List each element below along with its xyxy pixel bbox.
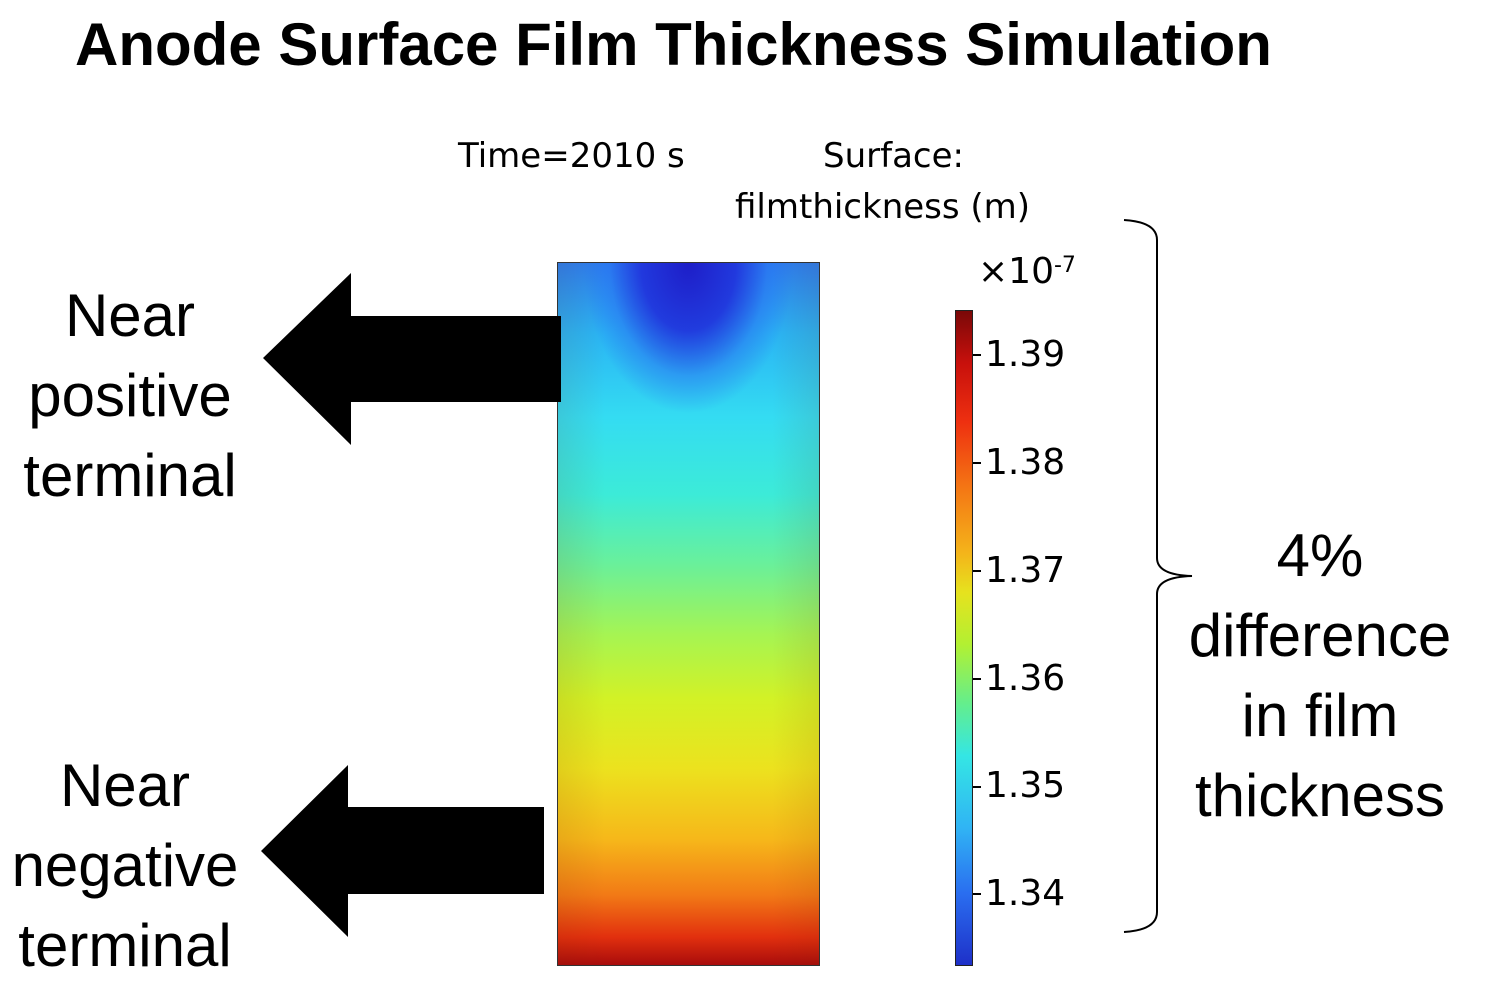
colorbar [955,310,973,966]
quantity-label: filmthickness (m) [735,187,1031,227]
colorbar-tick [973,786,981,788]
label-line: in film [1241,682,1399,749]
colorbar-tick [973,570,981,572]
label-line: terminal [18,912,232,979]
label-line: Near [64,282,196,349]
colorbar-scale-factor: ×10-7 [978,252,1076,292]
scale-base: ×10 [978,251,1054,292]
colorbar-tick-label: 1.39 [985,334,1066,375]
colorbar-tick-label: 1.34 [985,873,1066,914]
right-curly-brace [1123,219,1193,933]
colorbar-tick [973,678,981,680]
negative-terminal-label: Near negative terminal [0,746,250,986]
page-title: Anode Surface Film Thickness Simulation [75,11,1272,78]
label-line: difference [1188,602,1452,669]
label-line: positive [28,362,232,429]
surface-label: Surface: [823,136,964,176]
positive-terminal-arrow [263,273,561,445]
scale-exponent: -7 [1053,253,1076,278]
colorbar-tick [973,893,981,895]
label-line: thickness [1194,762,1446,829]
thickness-difference-note: 4% difference in film thickness [1170,516,1470,836]
colorbar-tick-label: 1.38 [985,442,1066,483]
colorbar-tick [973,462,981,464]
negative-terminal-arrow [261,765,544,937]
positive-terminal-label: Near positive terminal [10,276,250,516]
film-thickness-surface-plot [557,262,820,966]
edge-shading [558,263,819,965]
colorbar-tick [973,354,981,356]
time-label: Time=2010 s [458,136,685,176]
label-line: negative [11,832,239,899]
colorbar-tick-label: 1.35 [985,765,1066,806]
low-thickness-region [558,263,819,965]
label-line: Near [59,752,191,819]
colorbar-tick-label: 1.36 [985,658,1066,699]
label-line: terminal [23,442,237,509]
colorbar-tick-label: 1.37 [985,550,1066,591]
label-line: 4% [1276,522,1364,589]
